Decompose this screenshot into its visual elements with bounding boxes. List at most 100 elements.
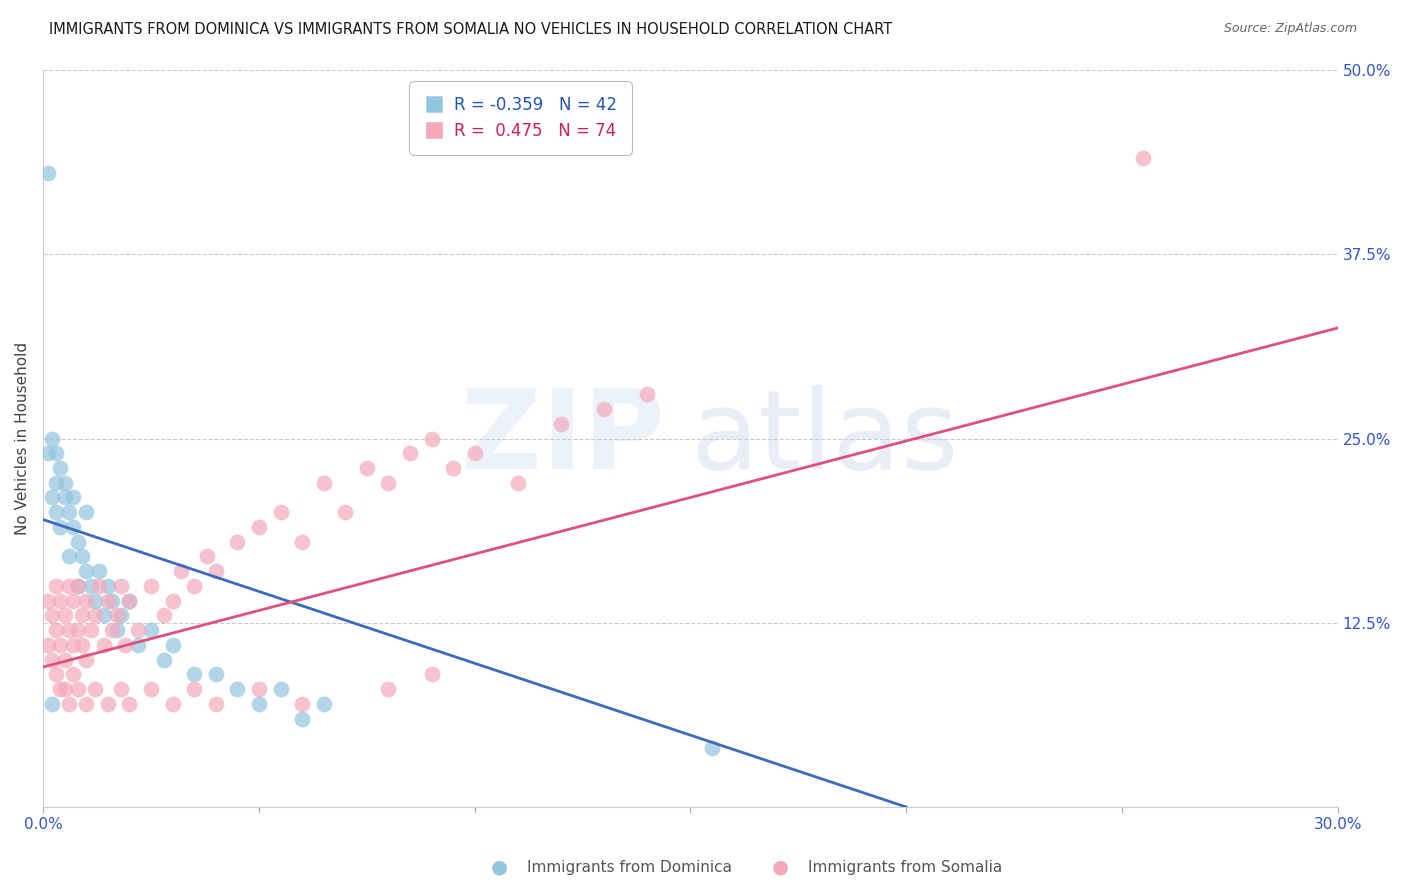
Point bbox=[84, 593, 107, 607]
Point bbox=[377, 475, 399, 490]
Text: Immigrants from Somalia: Immigrants from Somalia bbox=[808, 860, 1002, 874]
Point bbox=[75, 652, 97, 666]
Point bbox=[66, 579, 89, 593]
Point bbox=[118, 697, 141, 711]
Point bbox=[62, 520, 84, 534]
Point bbox=[593, 402, 616, 417]
Point bbox=[58, 549, 80, 564]
Text: Source: ZipAtlas.com: Source: ZipAtlas.com bbox=[1223, 22, 1357, 36]
Point bbox=[41, 432, 63, 446]
Point bbox=[45, 505, 67, 519]
Point bbox=[183, 667, 205, 681]
Point bbox=[41, 608, 63, 623]
Point bbox=[291, 697, 314, 711]
Point bbox=[153, 608, 176, 623]
Point bbox=[45, 667, 67, 681]
Text: ZIP: ZIP bbox=[461, 385, 665, 492]
Point bbox=[118, 593, 141, 607]
Point bbox=[53, 682, 76, 697]
Point bbox=[162, 638, 184, 652]
Point bbox=[153, 652, 176, 666]
Point bbox=[226, 534, 249, 549]
Point bbox=[377, 682, 399, 697]
Point bbox=[79, 579, 101, 593]
Point bbox=[58, 697, 80, 711]
Point bbox=[636, 387, 658, 401]
Point bbox=[1132, 152, 1154, 166]
Text: Immigrants from Dominica: Immigrants from Dominica bbox=[527, 860, 733, 874]
Point bbox=[37, 446, 59, 460]
Point bbox=[335, 505, 357, 519]
Point bbox=[270, 682, 292, 697]
Point bbox=[41, 652, 63, 666]
Point bbox=[162, 697, 184, 711]
Point bbox=[247, 697, 270, 711]
Point bbox=[550, 417, 572, 431]
Point bbox=[53, 652, 76, 666]
Point bbox=[127, 638, 149, 652]
Point bbox=[139, 623, 162, 637]
Point bbox=[37, 638, 59, 652]
Point bbox=[84, 682, 107, 697]
Point bbox=[75, 505, 97, 519]
Point bbox=[79, 623, 101, 637]
Point bbox=[41, 697, 63, 711]
Text: atlas: atlas bbox=[690, 385, 959, 492]
Point bbox=[70, 549, 93, 564]
Point bbox=[139, 682, 162, 697]
Point bbox=[49, 638, 72, 652]
Point bbox=[464, 446, 486, 460]
Text: IMMIGRANTS FROM DOMINICA VS IMMIGRANTS FROM SOMALIA NO VEHICLES IN HOUSEHOLD COR: IMMIGRANTS FROM DOMINICA VS IMMIGRANTS F… bbox=[49, 22, 893, 37]
Point bbox=[420, 667, 443, 681]
Point bbox=[110, 608, 132, 623]
Point bbox=[506, 475, 529, 490]
Point bbox=[84, 608, 107, 623]
Point bbox=[110, 682, 132, 697]
Point bbox=[66, 682, 89, 697]
Point bbox=[105, 623, 128, 637]
Point bbox=[97, 579, 120, 593]
Point bbox=[58, 579, 80, 593]
Point bbox=[49, 461, 72, 475]
Point bbox=[75, 564, 97, 578]
Point bbox=[45, 579, 67, 593]
Point bbox=[75, 593, 97, 607]
Point bbox=[58, 623, 80, 637]
Point bbox=[204, 667, 226, 681]
Point bbox=[70, 638, 93, 652]
Point bbox=[170, 564, 193, 578]
Point bbox=[127, 623, 149, 637]
Point bbox=[183, 682, 205, 697]
Point bbox=[399, 446, 422, 460]
Point bbox=[118, 593, 141, 607]
Point bbox=[97, 697, 120, 711]
Text: ●: ● bbox=[491, 857, 508, 877]
Point bbox=[312, 475, 335, 490]
Point bbox=[58, 505, 80, 519]
Point bbox=[70, 608, 93, 623]
Point bbox=[105, 608, 128, 623]
Point bbox=[49, 682, 72, 697]
Point bbox=[49, 593, 72, 607]
Point bbox=[312, 697, 335, 711]
Point bbox=[204, 697, 226, 711]
Legend: R = -0.359   N = 42, R =  0.475   N = 74: R = -0.359 N = 42, R = 0.475 N = 74 bbox=[413, 86, 627, 150]
Point bbox=[139, 579, 162, 593]
Point bbox=[62, 491, 84, 505]
Point bbox=[204, 564, 226, 578]
Point bbox=[62, 593, 84, 607]
Point bbox=[53, 608, 76, 623]
Point bbox=[441, 461, 464, 475]
Point bbox=[37, 166, 59, 180]
Point bbox=[41, 491, 63, 505]
Point bbox=[45, 475, 67, 490]
Point bbox=[37, 593, 59, 607]
Point bbox=[89, 564, 111, 578]
Point bbox=[195, 549, 218, 564]
Point bbox=[247, 682, 270, 697]
Y-axis label: No Vehicles in Household: No Vehicles in Household bbox=[15, 342, 30, 535]
Point bbox=[101, 623, 124, 637]
Point bbox=[247, 520, 270, 534]
Point bbox=[291, 534, 314, 549]
Point bbox=[75, 697, 97, 711]
